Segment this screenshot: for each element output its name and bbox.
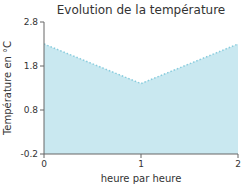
chart-title: Evolution de la température: [57, 3, 226, 17]
y-tick-label: -0.2: [20, 149, 38, 159]
chart-container: 0 1 2 -0.2 0.8 1.8 2.8 Evolution de la températ…: [0, 0, 250, 188]
y-tick: [40, 22, 44, 23]
x-tick: [238, 154, 239, 158]
y-tick: [40, 154, 44, 155]
chart-svg: 0 1 2 -0.2 0.8 1.8 2.8 Evolution de la températ…: [0, 0, 250, 188]
x-tick-label: 2: [235, 159, 241, 169]
y-tick-label: 0.8: [24, 105, 39, 115]
y-axis-line: [44, 22, 45, 154]
x-tick-label: 1: [138, 159, 144, 169]
y-axis-label: Température en °C: [2, 41, 13, 136]
data-line: [44, 44, 238, 84]
plot-area: [44, 44, 238, 154]
x-axis-label: heure par heure: [101, 173, 182, 184]
x-tick: [141, 154, 142, 158]
area-fill: [44, 44, 238, 154]
y-tick: [40, 66, 44, 67]
x-tick: [44, 154, 45, 158]
y-tick-label: 1.8: [24, 61, 39, 71]
x-tick-label: 0: [41, 159, 47, 169]
y-tick: [40, 110, 44, 111]
y-tick-label: 2.8: [24, 17, 39, 27]
